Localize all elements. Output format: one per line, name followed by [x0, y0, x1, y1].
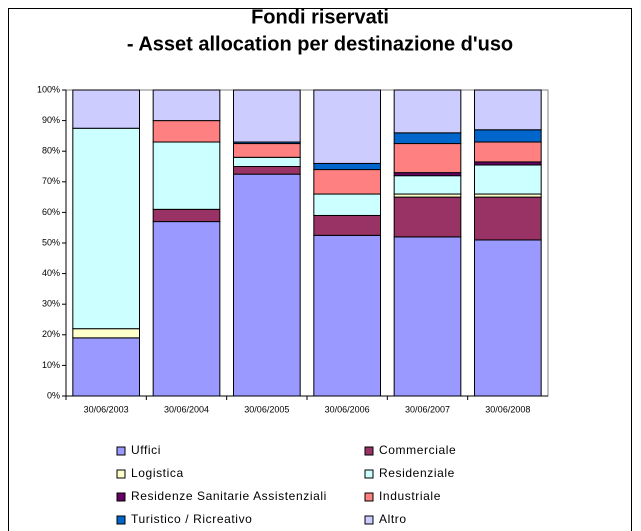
bar-segment — [313, 193, 382, 216]
x-tick-label: 30/06/2007 — [405, 404, 450, 414]
bar-segment — [72, 337, 141, 397]
bar-segment — [473, 141, 542, 163]
legend-label: Logistica — [131, 466, 184, 480]
bar-segment — [152, 208, 221, 223]
y-tick-label: 10% — [42, 360, 60, 370]
bar-segment — [473, 164, 542, 195]
bar-segment — [152, 141, 221, 210]
bar-segment — [152, 221, 221, 397]
bar-segment — [152, 89, 221, 122]
legend-swatch — [116, 515, 126, 525]
legend-swatch — [364, 446, 374, 456]
x-tick-label: 30/06/2003 — [84, 404, 129, 414]
plot-area — [65, 89, 549, 397]
bar-segment — [313, 234, 382, 397]
y-tick-label: 50% — [42, 237, 60, 247]
chart-title: - Asset allocation per destinazione d'us… — [127, 33, 513, 55]
bar-segment — [313, 169, 382, 195]
legend-swatch — [116, 446, 126, 456]
legend-label: Commerciale — [379, 443, 456, 457]
y-tick-label: 30% — [42, 299, 60, 309]
legend-swatch — [364, 492, 374, 502]
legend-swatch — [116, 492, 126, 502]
bar-segment — [393, 132, 462, 145]
legend-label: Residenze Sanitarie Assistenziali — [131, 489, 327, 503]
legend-label: Altro — [379, 512, 407, 526]
bar-segment — [72, 328, 141, 339]
bar-segment — [313, 89, 382, 164]
legend-swatch — [364, 469, 374, 479]
legend-swatch — [116, 469, 126, 479]
y-tick-label: 20% — [42, 329, 60, 339]
legend-label: Uffici — [131, 443, 161, 457]
bar-segment — [232, 173, 301, 397]
y-tick-label: 80% — [42, 146, 60, 156]
bar-segment — [393, 236, 462, 397]
legend-label: Residenziale — [379, 466, 455, 480]
bar-segment — [313, 214, 382, 236]
bar-segment — [232, 89, 301, 143]
bar-segment — [393, 89, 462, 134]
bar-segment — [72, 127, 141, 330]
legend-swatch — [364, 515, 374, 525]
legend-label: Turistico / Ricreativo — [131, 512, 252, 526]
x-tick-label: 30/06/2005 — [244, 404, 289, 414]
y-tick-label: 40% — [42, 268, 60, 278]
y-tick-label: 60% — [42, 207, 60, 217]
bar-segment — [232, 143, 301, 158]
bar-segment — [473, 129, 542, 143]
bar-segment — [232, 156, 301, 168]
y-tick-label: 70% — [42, 176, 60, 186]
y-tick-label: 0% — [47, 390, 60, 400]
bar-segment — [72, 89, 141, 129]
x-tick-label: 30/06/2004 — [164, 404, 209, 414]
bar-segment — [232, 166, 301, 175]
y-tick-label: 100% — [37, 84, 60, 94]
bar-segment — [473, 89, 542, 131]
bar-segment — [313, 162, 382, 171]
legend-label: Industriale — [379, 489, 441, 503]
bar-segment — [152, 120, 221, 143]
x-tick-label: 30/06/2008 — [485, 404, 530, 414]
bar-segment — [473, 239, 542, 397]
x-tick-label: 30/06/2006 — [325, 404, 370, 414]
bar-segment — [393, 175, 462, 195]
y-tick-label: 90% — [42, 115, 60, 125]
bar-segment — [393, 196, 462, 238]
bar-segment — [393, 143, 462, 174]
bar-segment — [473, 196, 542, 241]
chart-title: Fondi riservati — [251, 6, 389, 28]
